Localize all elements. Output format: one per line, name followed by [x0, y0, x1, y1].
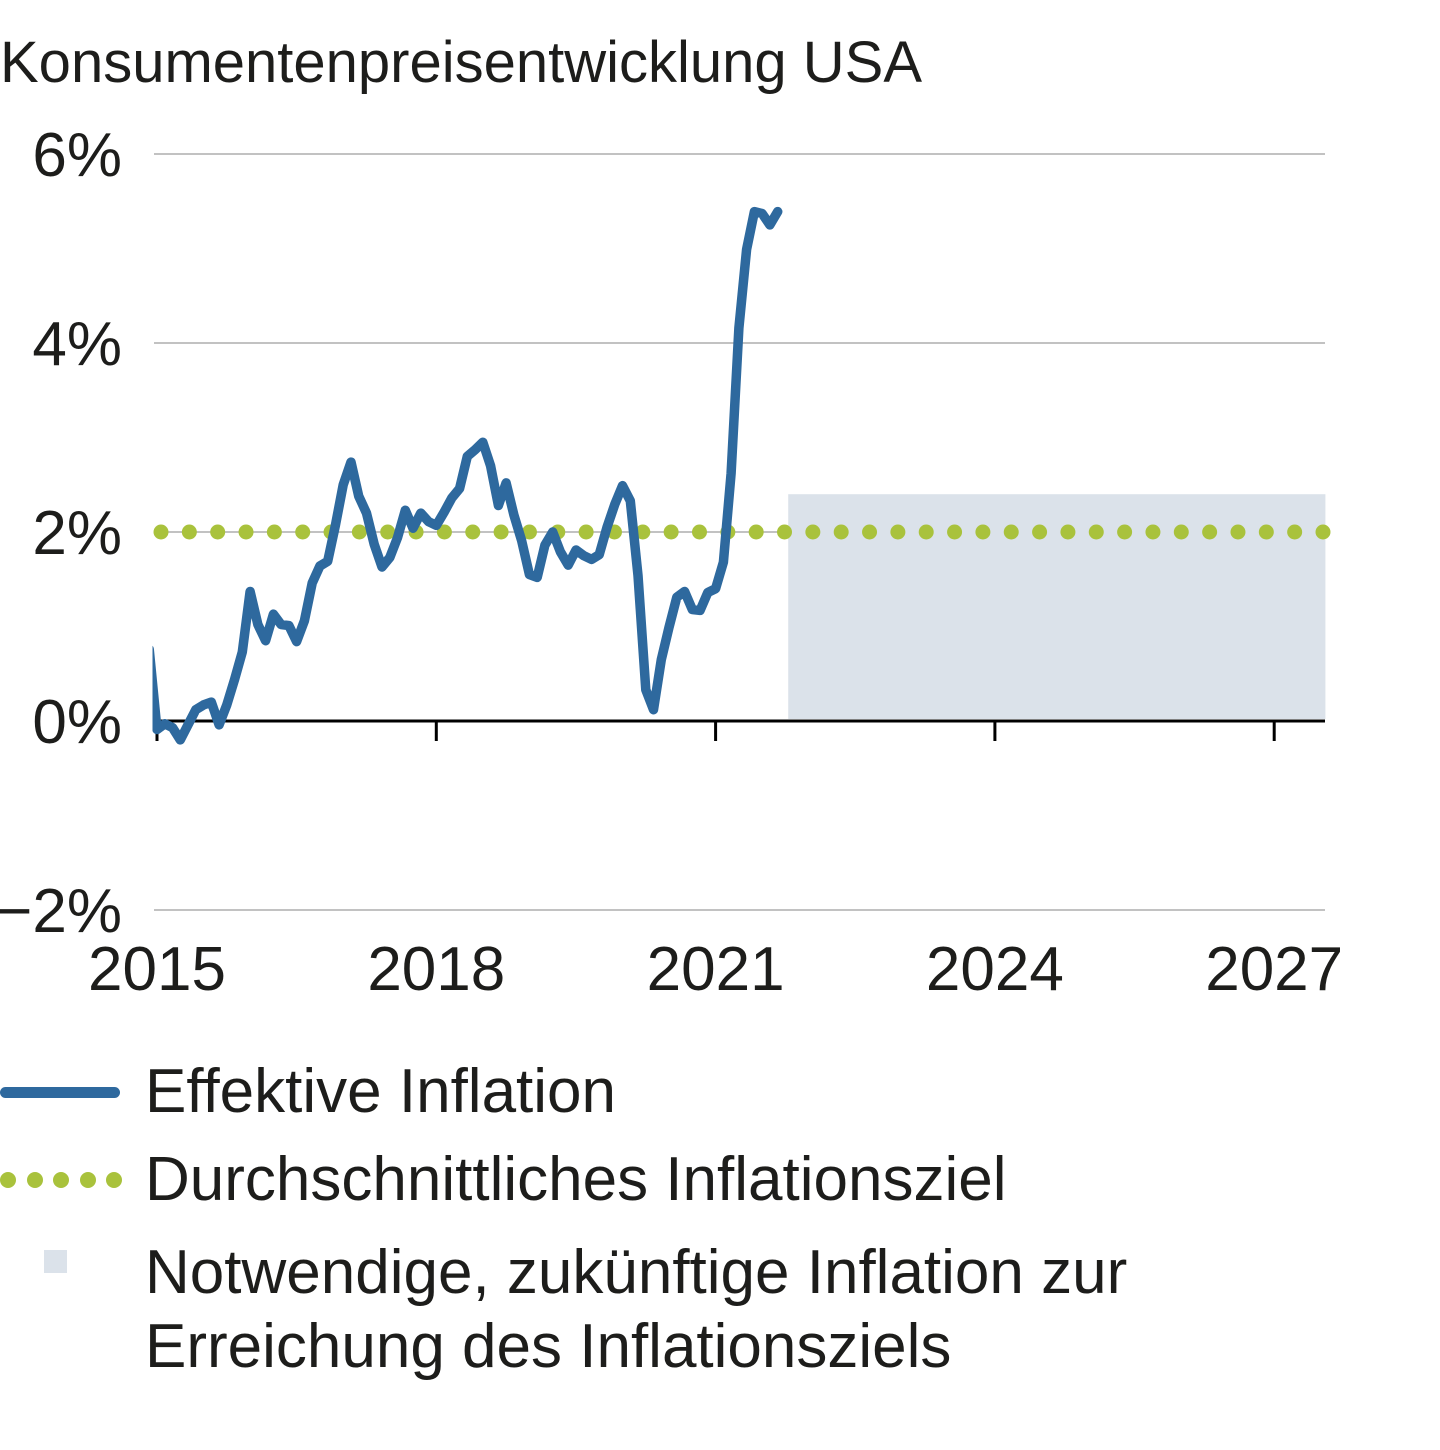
- legend-label-line-2: Erreichung des Inflationsziels: [145, 1312, 952, 1381]
- inflation-target-dot: [1258, 524, 1274, 540]
- inflation-target-dot: [975, 524, 991, 540]
- inflation-target-dot: [1230, 524, 1246, 540]
- inflation-target-dot: [295, 524, 311, 540]
- inflation-target-dot: [521, 524, 537, 540]
- inflation-target-dot: [1287, 524, 1303, 540]
- x-tick-label-2018: 2018: [367, 935, 505, 1004]
- inflation-target-dot: [947, 524, 963, 540]
- x-tick-label-2024: 2024: [926, 935, 1064, 1004]
- blue-line-swatch-icon: [0, 1086, 120, 1098]
- bluegray-square-swatch-icon: [44, 1250, 67, 1273]
- inflation-target-dot: [1003, 524, 1019, 540]
- inflation-target-dot: [748, 524, 764, 540]
- x-tick-label-2021: 2021: [647, 935, 785, 1004]
- y-tick-label-0: 0%: [32, 688, 122, 757]
- inflation-target-dot: [465, 524, 481, 540]
- inflation-target-dot: [493, 524, 509, 540]
- inflation-target-dot: [1173, 524, 1189, 540]
- y-tick-label-6: 6%: [32, 121, 122, 190]
- inflation-target-dot: [1032, 524, 1048, 540]
- inflation-target-dot: [1202, 524, 1218, 540]
- legend-label-inflation-target: Durchschnittliches Inflationsziel: [145, 1145, 1007, 1214]
- legend-label-required-future-inflation: Notwendige, zukünftige Inflation zur Err…: [145, 1236, 1127, 1384]
- inflation-target-dot: [1117, 524, 1133, 540]
- x-tick-label-2027: 2027: [1205, 935, 1343, 1004]
- y-tick-label--2: −2%: [0, 877, 122, 946]
- inflation-target-dot: [1315, 524, 1331, 540]
- inflation-target-dot: [635, 524, 651, 540]
- y-tick-label-4: 4%: [32, 310, 122, 379]
- inflation-target-dot: [663, 524, 679, 540]
- legend: Effektive Inflation Durchschnittliches I…: [0, 1060, 1300, 1384]
- inflation-target-dot: [1145, 524, 1161, 540]
- effective-inflation-line: [152, 206, 783, 745]
- legend-label-line-1: Notwendige, zukünftige Inflation zur: [145, 1238, 1128, 1307]
- inflation-chart: 6% 4% 2% 0% −2%2015 2018 2021 2024 2027: [0, 121, 1343, 1004]
- legend-label-effective-inflation: Effektive Inflation: [145, 1057, 617, 1126]
- inflation-target-dot: [153, 524, 169, 540]
- legend-item-inflation-target: Durchschnittliches Inflationsziel: [0, 1148, 1300, 1212]
- inflation-target-dot: [777, 524, 793, 540]
- inflation-target-dot: [1088, 524, 1104, 540]
- inflation-target-dot: [890, 524, 906, 540]
- chart-title: Konsumentenpreisentwicklung USA: [0, 29, 923, 95]
- inflation-target-dot: [436, 524, 452, 540]
- inflation-target-dot: [862, 524, 878, 540]
- inflation-target-dot: [691, 524, 707, 540]
- x-tick-label-2015: 2015: [88, 935, 226, 1004]
- inflation-target-dot: [181, 524, 197, 540]
- inflation-target-dot: [1060, 524, 1076, 540]
- inflation-target-dot: [238, 524, 254, 540]
- inflation-target-dot: [380, 524, 396, 540]
- green-dots-swatch-icon: [0, 1172, 122, 1188]
- y-tick-label-2: 2%: [32, 499, 122, 568]
- inflation-target-dot: [805, 524, 821, 540]
- legend-item-effective-inflation: Effektive Inflation: [0, 1060, 1300, 1124]
- inflation-target-dot: [578, 524, 594, 540]
- inflation-target-dot: [210, 524, 226, 540]
- inflation-target-dot: [266, 524, 282, 540]
- inflation-target-dot: [918, 524, 934, 540]
- inflation-target-dot: [833, 524, 849, 540]
- legend-item-required-future-inflation: Notwendige, zukünftige Inflation zur Err…: [0, 1236, 1300, 1384]
- inflation-target-dot: [351, 524, 367, 540]
